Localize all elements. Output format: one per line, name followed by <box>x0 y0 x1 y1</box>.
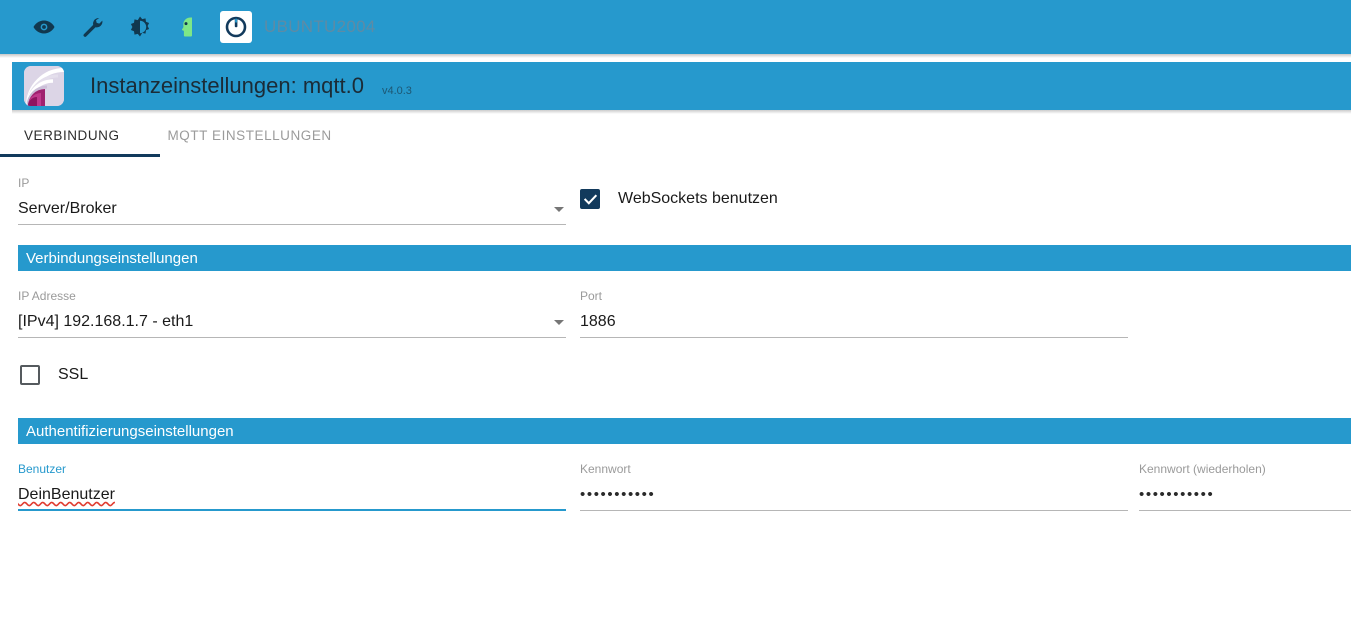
port-value: 1886 <box>580 313 616 330</box>
toolbar-shadow <box>0 54 1351 58</box>
instance-header-shadow <box>12 110 1351 114</box>
eye-icon[interactable] <box>24 7 64 47</box>
tab-verbindung[interactable]: VERBINDUNG <box>24 127 120 143</box>
ip-address-label: IP Adresse <box>18 289 76 303</box>
port-input[interactable]: Port 1886 <box>580 289 1128 338</box>
auth-section-header: Authentifizierungseinstellungen <box>18 418 1351 444</box>
connection-section-title: Verbindungseinstellungen <box>26 249 198 267</box>
chevron-down-icon[interactable] <box>554 320 564 325</box>
checkbox-checked-icon[interactable] <box>580 189 600 209</box>
user-input[interactable]: Benutzer DeinBenutzer <box>18 462 566 511</box>
host-name-label: UBUNTU2004 <box>264 17 376 36</box>
password-label: Kennwort <box>580 462 631 476</box>
user-value: DeinBenutzer <box>18 486 115 503</box>
ssl-checkbox[interactable]: SSL <box>20 365 88 385</box>
checkbox-unchecked-icon[interactable] <box>20 365 40 385</box>
settings-form: IP Server/Broker WebSockets benutzen Ver… <box>0 157 1351 629</box>
password-repeat-label: Kennwort (wiederholen) <box>1139 462 1266 476</box>
port-label: Port <box>580 289 603 303</box>
tab-bar: VERBINDUNG MQTT EINSTELLUNGEN <box>0 114 1351 156</box>
ssl-label: SSL <box>58 366 89 383</box>
auth-section-title: Authentifizierungseinstellungen <box>26 422 234 440</box>
version-label: v4.0.3 <box>381 85 412 97</box>
chevron-down-icon[interactable] <box>554 207 564 212</box>
active-tab-indicator <box>0 154 160 157</box>
websockets-label: WebSockets benutzen <box>618 190 778 207</box>
password-input[interactable]: Kennwort ••••••••••• <box>580 462 1128 511</box>
password-value: ••••••••••• <box>580 486 656 503</box>
top-toolbar: UBUNTU2004 <box>0 0 1351 54</box>
iobroker-logo-icon[interactable] <box>220 11 252 43</box>
wrench-icon[interactable] <box>72 7 112 47</box>
instance-header: Instanzeinstellungen: mqtt.0 v4.0.3 <box>12 62 1351 110</box>
ip-address-value: [IPv4] 192.168.1.7 - eth1 <box>18 313 194 330</box>
page-title: Instanzeinstellungen: mqtt.0 <box>90 73 364 98</box>
user-label: Benutzer <box>18 462 67 476</box>
connection-section-header: Verbindungseinstellungen <box>18 245 1351 271</box>
expert-head-icon[interactable] <box>168 7 208 47</box>
password-repeat-value: ••••••••••• <box>1139 486 1215 503</box>
tab-mqtt-einstellungen[interactable]: MQTT EINSTELLUNGEN <box>167 127 332 143</box>
ip-mode-select[interactable]: IP Server/Broker <box>18 176 566 225</box>
ip-mode-label: IP <box>18 176 30 190</box>
brightness-icon[interactable] <box>120 7 160 47</box>
password-repeat-input[interactable]: Kennwort (wiederholen) ••••••••••• <box>1139 462 1351 511</box>
ip-mode-value: Server/Broker <box>18 200 117 217</box>
mqtt-adapter-icon <box>24 66 64 106</box>
websockets-checkbox[interactable]: WebSockets benutzen <box>580 189 778 209</box>
ip-address-select[interactable]: IP Adresse [IPv4] 192.168.1.7 - eth1 <box>18 289 566 338</box>
